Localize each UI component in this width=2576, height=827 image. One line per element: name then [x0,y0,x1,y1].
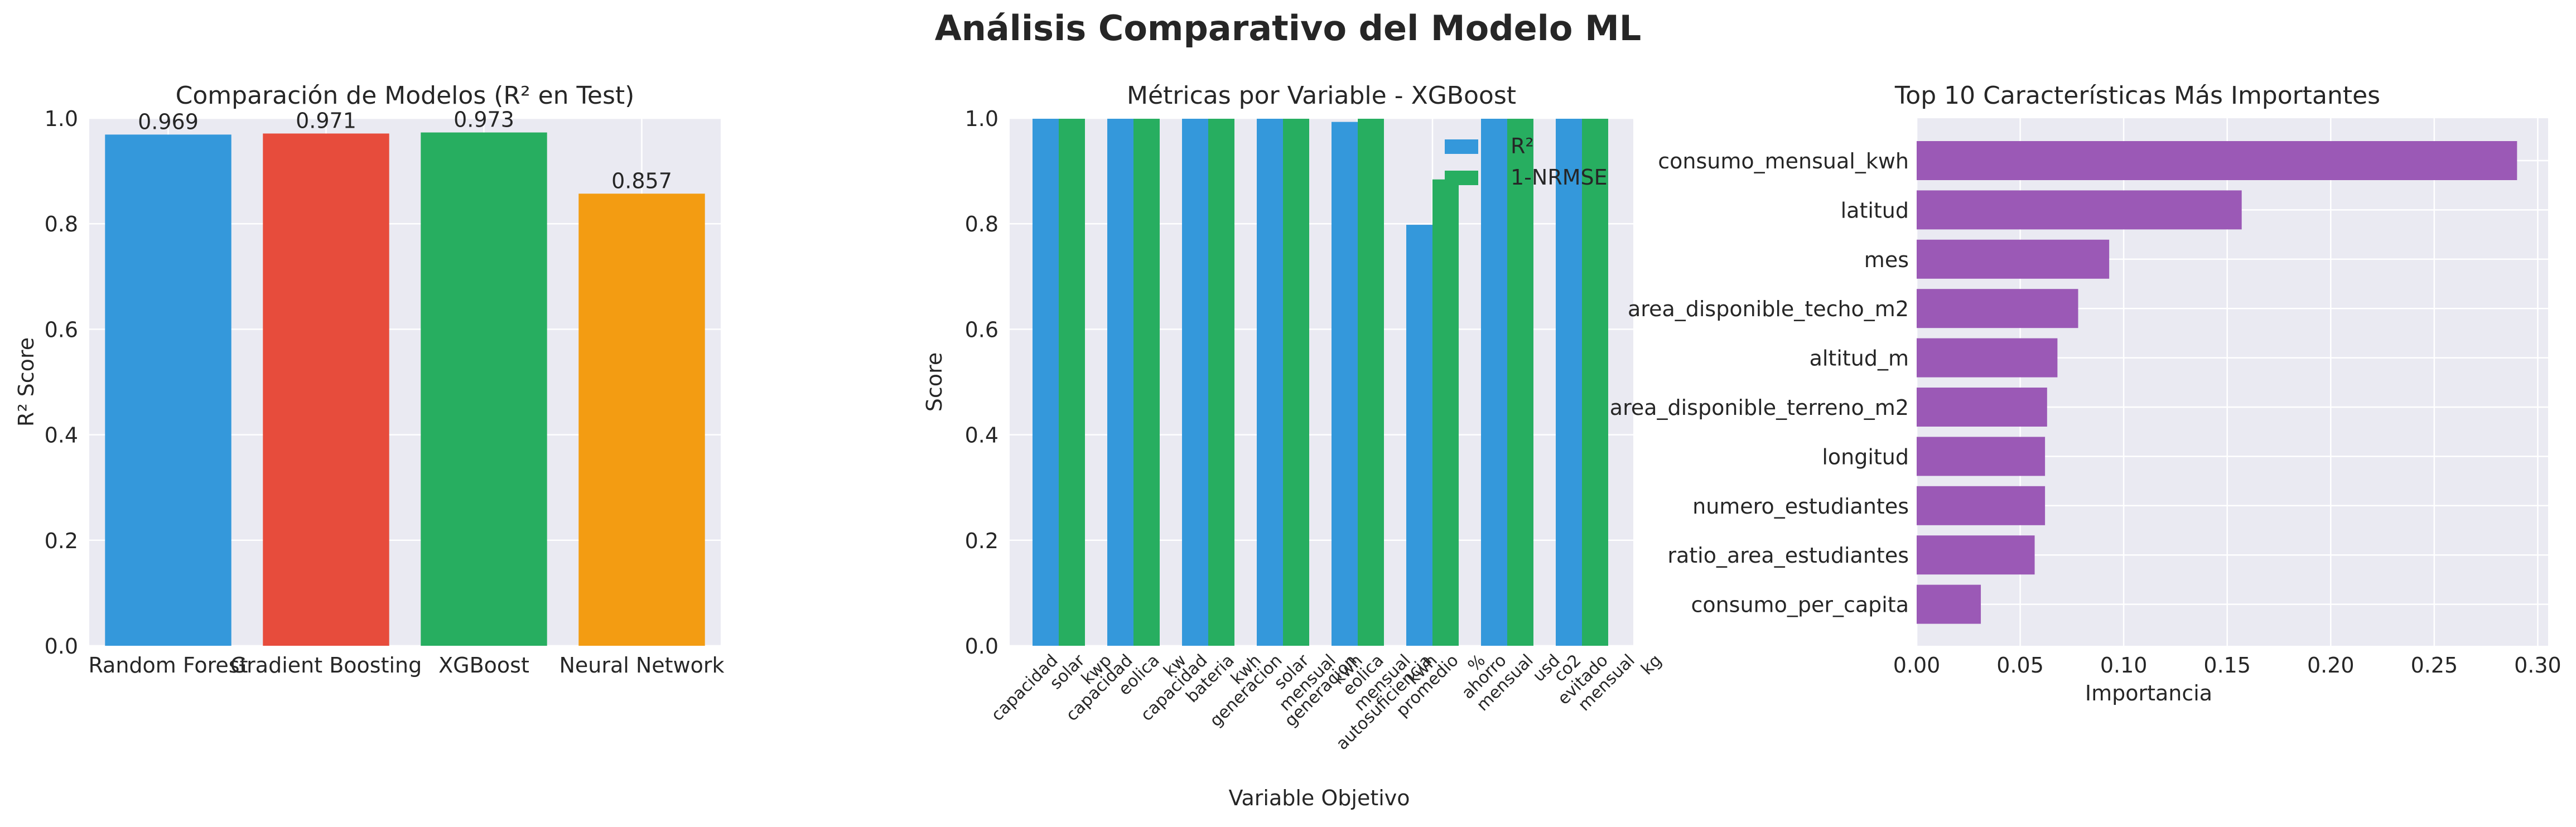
y-tick-label: 0.8 [965,212,998,236]
y-tick-label: consumo_mensual_kwh [1658,149,1909,173]
y-tick-label: 1.0 [45,107,78,131]
bar [1917,338,2058,378]
x-tick-label: 0.15 [2203,653,2251,678]
bar-nrmse [1283,118,1309,646]
bar [1917,289,2078,328]
bar [1917,584,1981,624]
legend-swatch [1445,139,1478,154]
y-tick-label: numero_estudiantes [1692,494,1909,519]
y-tick-label: 0.2 [965,529,998,553]
bar [1917,141,2517,180]
bar-r2 [1182,118,1208,646]
y-tick-label: 0.4 [45,423,78,448]
chart-title: Top 10 Características Más Importantes [1894,81,2380,110]
bar-nrmse [1208,118,1234,646]
chart-title: Comparación de Modelos (R² en Test) [176,81,635,110]
y-axis-label: R² Score [14,337,38,427]
bar [1917,535,2035,575]
plot-area [1010,118,1633,646]
y-tick-label: ratio_area_estudiantes [1667,543,1909,568]
y-tick-label: 0.0 [965,634,998,659]
x-tick-label: 0.30 [2514,653,2561,678]
bar [1917,437,2046,476]
x-tick-label: 0.20 [2307,653,2355,678]
bar-r2 [1257,118,1283,646]
y-tick-label: 0.4 [965,423,998,448]
x-axis-label: Importancia [2085,681,2212,705]
bar [1917,190,2242,230]
x-tick-label: Random Forest [88,653,248,678]
bar-value-label: 0.969 [138,109,199,134]
y-tick-label: 0.2 [45,529,78,553]
legend-swatch [1445,171,1478,185]
bar-r2 [1481,118,1507,646]
x-tick-label: Gradient Boosting [230,653,422,678]
x-tick-label: Neural Network [559,653,724,678]
bar-nrmse [1432,179,1459,646]
y-tick-label: 0.8 [45,212,78,236]
bar-value-label: 0.973 [454,108,514,132]
bar-nrmse [1507,118,1533,646]
bar-r2 [1556,118,1582,646]
bar [1917,388,2047,427]
bar-r2 [1332,122,1358,646]
chart-title: Métricas por Variable - XGBoost [1127,81,1516,110]
bar-r2 [1107,118,1133,646]
y-axis-label: Score [922,352,947,412]
y-tick-label: longitud [1822,444,1909,469]
y-tick-label: 0.6 [965,317,998,342]
legend-label: R² [1511,134,1534,158]
x-tick-label: 0.00 [1893,653,1941,678]
x-tick-label-line: kg [1637,651,1666,679]
bar-r2 [1406,225,1432,646]
figure-suptitle: Análisis Comparativo del Modelo ML [935,8,1642,49]
variable-metrics-chart: 0.00.20.40.60.81.0capacidadsolarkwpcapac… [922,81,1666,810]
model-comparison-chart: 0.0 0.2 0.4 0.6 0.8 1.0 0.969 Random Forest 0.97… [14,81,725,678]
bar-value-label: 0.857 [611,168,672,193]
x-tick-label-line: capacidad [987,651,1062,725]
x-tick-label: 0.05 [1996,653,2044,678]
x-tick-label: 0.10 [2100,653,2148,678]
x-tick-label: 0.25 [2411,653,2458,678]
bar-r2 [1033,118,1059,646]
y-tick-label: consumo_per_capita [1691,593,1909,617]
bar-nrmse [1133,118,1160,646]
bar [578,194,705,646]
x-tick-label: XGBoost [438,653,529,678]
y-tick-label: latitud [1841,198,1909,223]
bar-value-label: 0.971 [296,108,356,133]
y-tick-label: altitud_m [1810,346,1909,371]
x-axis-label: Variable Objetivo [1228,786,1410,810]
bar-nrmse [1358,118,1384,646]
bar [421,132,547,646]
legend-label: 1-NRMSE [1511,165,1608,190]
bar [1917,239,2110,279]
y-tick-label: 1.0 [965,107,998,131]
bar [263,133,389,646]
y-tick-label: mes [1864,248,1909,272]
y-tick-label: 0.0 [45,634,78,659]
bar-nrmse [1059,118,1085,646]
y-tick-label: area_disponible_terreno_m2 [1610,395,1909,420]
bar [1917,486,2046,525]
feature-importance-chart: 0.00 0.05 0.10 0.15 0.20 0.25 0.30 consumo_mens… [1610,81,2561,705]
bar-nrmse [1582,118,1608,646]
bar [105,134,231,646]
y-tick-label: area_disponible_techo_m2 [1628,297,1909,321]
y-tick-label: 0.6 [45,317,78,342]
